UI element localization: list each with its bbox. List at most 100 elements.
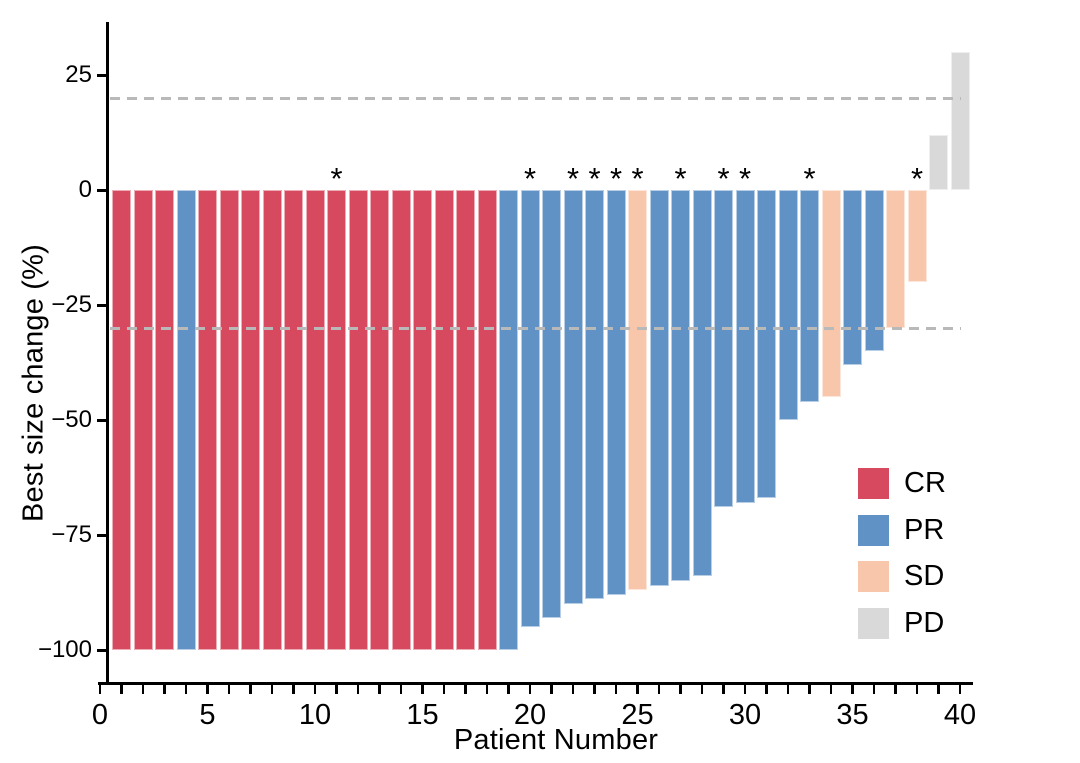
x-tick [829,684,833,694]
bar-patient-39 [929,134,948,190]
x-tick [378,684,381,694]
bar-patient-40 [950,52,970,190]
x-tick [786,684,790,694]
y-tick [97,303,106,307]
x-tick [485,684,489,694]
x-tick-label: 0 [91,699,109,731]
legend-label-pd: PD [904,606,945,639]
y-tick-label: −50 [51,406,92,433]
threshold-line-plus20 [110,96,961,100]
bar-patient-4 [176,190,196,650]
bar-patient-38 [907,190,927,282]
asterisk-marker-patient-33: * [803,161,816,196]
bar-patient-20 [520,190,540,627]
y-axis-title: Best size change (%) [17,243,50,523]
bar-patient-14 [391,190,411,650]
bar-patient-13 [370,190,389,650]
x-tick [270,684,274,694]
x-tick-label: 40 [943,699,977,731]
y-axis-line [106,22,109,685]
bar-patient-19 [499,190,518,650]
legend-swatch-pd [858,607,889,639]
x-tick [399,684,403,694]
y-tick-label: −75 [51,521,92,548]
x-tick [636,684,639,694]
x-tick [722,684,725,694]
x-tick [98,684,102,694]
legend-label-pr: PR [904,513,945,546]
x-tick [141,684,145,694]
asterisk-marker-patient-24: * [609,161,623,196]
bar-patient-26 [649,190,669,586]
bar-patient-37 [886,190,905,328]
x-axis-line [98,681,973,685]
bar-patient-32 [778,190,798,420]
x-tick [507,684,510,694]
x-tick [464,684,467,694]
x-tick [292,684,295,694]
bar-patient-21 [542,190,561,618]
asterisk-marker-patient-25: * [631,161,644,196]
y-tick [97,188,106,192]
asterisk-marker-patient-20: * [523,161,537,196]
bar-patient-8 [262,190,282,650]
x-tick [206,684,209,694]
bar-patient-16 [434,190,454,650]
x-tick [249,684,252,694]
bar-patient-34 [821,190,841,397]
y-tick-label: 25 [65,61,92,88]
bar-patient-22 [563,190,583,604]
bar-patient-33 [800,190,819,402]
asterisk-marker-patient-38: * [910,161,924,196]
bar-patient-35 [843,190,862,365]
x-tick-label: 30 [728,699,762,731]
x-tick [120,684,123,694]
x-tick [937,684,940,694]
x-tick [528,684,532,694]
x-tick [550,684,553,694]
bar-patient-30 [735,190,755,503]
bar-patient-24 [606,190,626,595]
x-tick [915,684,919,694]
x-tick [442,684,446,694]
x-tick [743,684,747,694]
y-tick [97,418,106,422]
legend-label-sd: SD [904,560,945,592]
asterisk-marker-patient-11: * [330,161,343,196]
asterisk-marker-patient-30: * [738,161,752,196]
legend-label-cr: CR [904,467,946,499]
x-tick [335,684,338,694]
x-tick [184,684,188,694]
y-tick [97,648,106,652]
bar-patient-27 [671,190,690,581]
x-tick [571,684,575,694]
y-tick-label: −25 [51,291,92,318]
asterisk-marker-patient-22: * [566,161,580,196]
bar-patient-2 [133,190,153,650]
bar-patient-23 [585,190,604,600]
y-tick [97,73,106,77]
x-tick [958,684,962,694]
bar-patient-1 [112,190,131,650]
legend-swatch-cr [858,468,889,499]
x-tick [679,684,682,694]
x-tick-label: 20 [513,699,547,731]
x-axis-title: Patient Number [453,724,659,756]
x-tick-label: 35 [836,699,869,731]
x-tick [765,684,768,694]
threshold-line-minus30 [110,326,961,330]
bar-patient-18 [477,190,497,650]
bar-patient-31 [757,190,776,499]
x-tick [808,684,811,694]
bar-patient-25 [628,190,647,591]
x-tick [163,684,166,694]
x-tick [614,684,618,694]
y-tick-label: 0 [78,176,92,203]
x-tick [872,684,876,694]
asterisk-marker-patient-23: * [588,161,601,196]
bar-patient-15 [413,190,432,650]
bar-patient-3 [155,190,174,650]
x-tick [894,684,897,694]
bar-patient-29 [714,190,733,508]
